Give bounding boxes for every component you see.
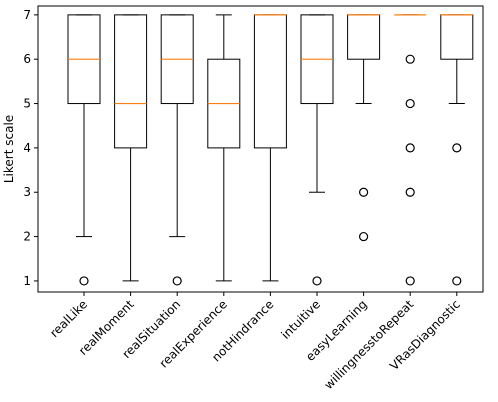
- outlier-point: [452, 143, 462, 153]
- boxes-layer: [67, 14, 474, 286]
- y-axis: 1 2 3 4 5 6 7: [23, 8, 38, 288]
- outlier-point: [359, 187, 369, 197]
- box-group-easyLearning: [347, 14, 381, 242]
- y-tick-label: 1: [23, 274, 31, 288]
- y-tick-label: 6: [23, 52, 31, 66]
- box: [253, 14, 287, 149]
- box-group-VRasDiagnostic: [440, 14, 474, 286]
- box-group-notHindrance: [253, 14, 287, 282]
- y-tick-label: 5: [23, 97, 31, 111]
- y-tick-label: 7: [23, 8, 31, 22]
- box: [114, 14, 148, 149]
- x-tick-label: realLike: [47, 297, 90, 340]
- x-axis: realLikerealMomentrealSituationrealExper…: [47, 292, 463, 392]
- box: [347, 14, 381, 60]
- box-group-realMoment: [114, 14, 148, 282]
- y-tick-label: 2: [23, 230, 31, 244]
- plot-frame: [37, 5, 484, 293]
- box-group-realLike: [67, 14, 101, 286]
- box: [440, 14, 474, 60]
- x-tick-label: willingnesstoRepeat: [321, 297, 416, 392]
- outlier-point: [405, 98, 415, 109]
- box-group-realExperience: [207, 14, 241, 282]
- outlier-point: [172, 276, 182, 286]
- box-group-realSituation: [160, 14, 194, 286]
- box-group-willingnesstoRepeat: [394, 14, 427, 286]
- outlier-point: [452, 276, 462, 286]
- outlier-point: [405, 187, 415, 197]
- outlier-point: [405, 143, 415, 153]
- outlier-point: [312, 276, 322, 286]
- outlier-point: [79, 276, 89, 286]
- box-group-intuitive: [300, 14, 334, 286]
- y-axis-label: Likert scale: [2, 115, 16, 183]
- outlier-point: [405, 276, 415, 286]
- y-tick-label: 3: [23, 185, 31, 199]
- outlier-point: [405, 54, 415, 64]
- x-tick-label: intuitive: [278, 297, 323, 342]
- y-tick-label: 4: [23, 141, 31, 155]
- outlier-point: [359, 231, 369, 242]
